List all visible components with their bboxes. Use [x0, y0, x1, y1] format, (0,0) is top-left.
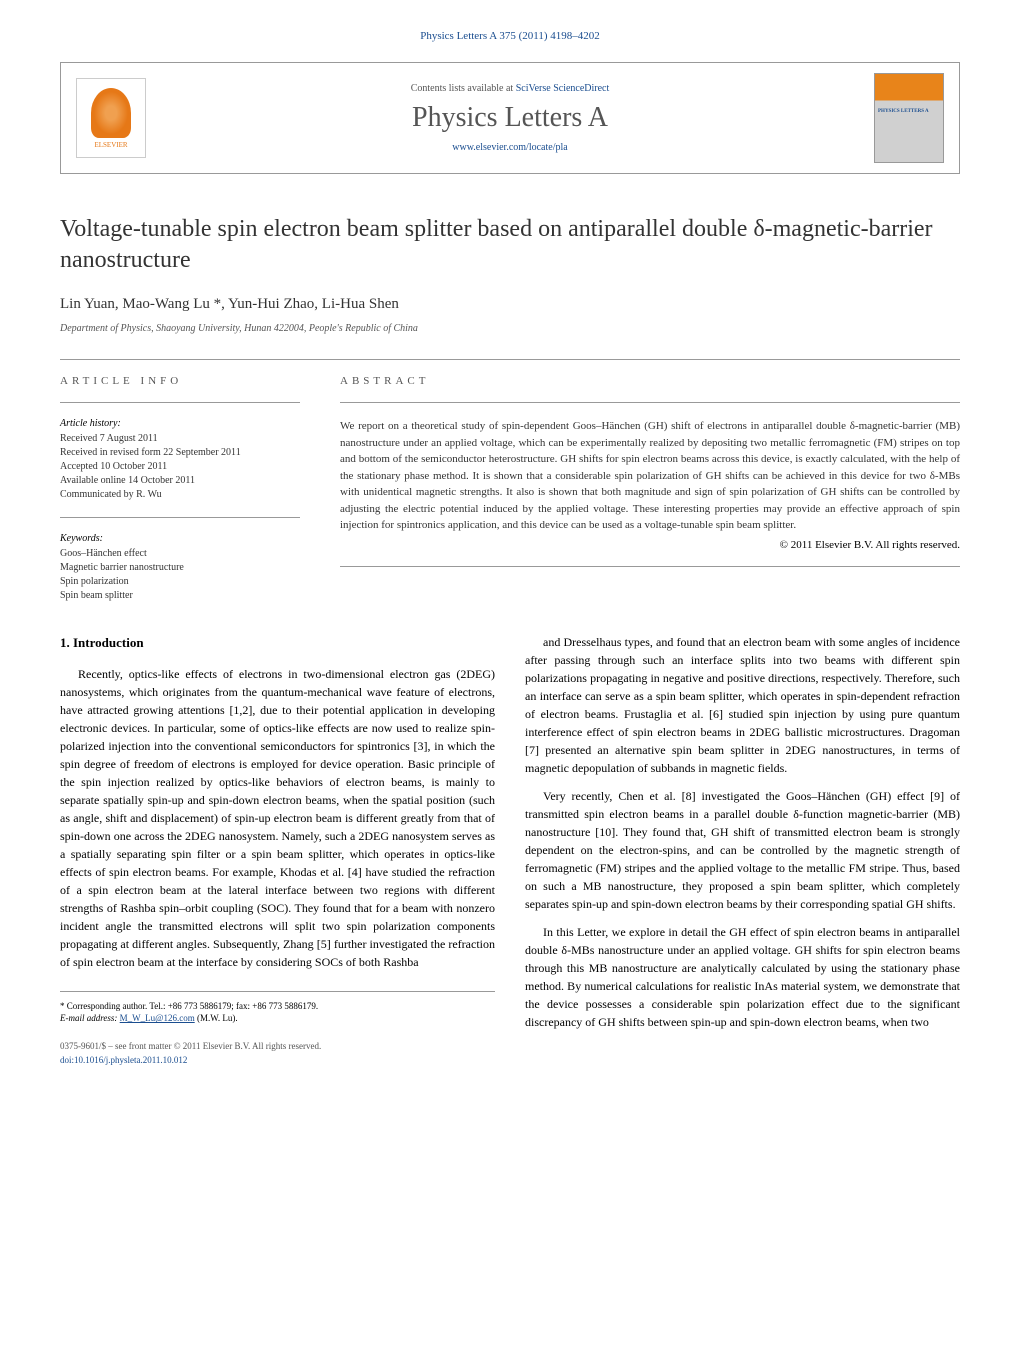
info-abstract-section: ARTICLE INFO Article history: Received 7…: [60, 375, 960, 603]
abstract-text: We report on a theoretical study of spin…: [340, 418, 960, 534]
left-column: 1. Introduction Recently, optics-like ef…: [60, 633, 495, 1067]
publisher-name: ELSEVIER: [94, 141, 127, 149]
divider: [60, 359, 960, 360]
info-divider: [60, 402, 300, 403]
elsevier-tree-icon: [91, 88, 131, 138]
body-columns: 1. Introduction Recently, optics-like ef…: [60, 633, 960, 1067]
section-heading: 1. Introduction: [60, 633, 495, 653]
article-info-column: ARTICLE INFO Article history: Received 7…: [60, 375, 300, 603]
copyright-line: 0375-9601/$ – see front matter © 2011 El…: [60, 1040, 495, 1054]
abstract-heading: ABSTRACT: [340, 375, 960, 387]
authors-list: Lin Yuan, Mao-Wang Lu *, Yun-Hui Zhao, L…: [60, 296, 960, 313]
abstract-divider: [340, 402, 960, 403]
email-link[interactable]: M_W_Lu@126.com: [120, 1013, 195, 1023]
keywords-text: Goos–Hänchen effect Magnetic barrier nan…: [60, 547, 300, 603]
contents-prefix: Contents lists available at: [411, 83, 516, 94]
email-label: E-mail address:: [60, 1013, 120, 1023]
abstract-divider-bottom: [340, 566, 960, 567]
email-suffix: (M.W. Lu).: [195, 1013, 238, 1023]
abstract-column: ABSTRACT We report on a theoretical stud…: [340, 375, 960, 603]
corresponding-author-note: * Corresponding author. Tel.: +86 773 58…: [60, 1000, 495, 1013]
article-title: Voltage-tunable spin electron beam split…: [60, 214, 960, 276]
keywords-label: Keywords:: [60, 533, 300, 544]
body-paragraph: In this Letter, we explore in detail the…: [525, 923, 960, 1031]
journal-reference: Physics Letters A 375 (2011) 4198–4202: [60, 30, 960, 42]
footer-copyright: 0375-9601/$ – see front matter © 2011 El…: [60, 1040, 495, 1067]
sciencedirect-link[interactable]: SciVerse ScienceDirect: [516, 83, 610, 94]
footer-note: * Corresponding author. Tel.: +86 773 58…: [60, 991, 495, 1025]
history-label: Article history:: [60, 418, 300, 429]
doi-link[interactable]: doi:10.1016/j.physleta.2011.10.012: [60, 1054, 495, 1068]
abstract-copyright: © 2011 Elsevier B.V. All rights reserved…: [340, 539, 960, 551]
right-column: and Dresselhaus types, and found that an…: [525, 633, 960, 1067]
info-divider: [60, 517, 300, 518]
journal-name: Physics Letters A: [146, 102, 874, 134]
article-info-heading: ARTICLE INFO: [60, 375, 300, 387]
header-center: Contents lists available at SciVerse Sci…: [146, 83, 874, 153]
journal-cover-thumbnail: [874, 73, 944, 163]
body-paragraph: and Dresselhaus types, and found that an…: [525, 633, 960, 777]
affiliation: Department of Physics, Shaoyang Universi…: [60, 323, 960, 334]
header-box: ELSEVIER Contents lists available at Sci…: [60, 62, 960, 174]
elsevier-logo: ELSEVIER: [76, 78, 146, 158]
body-paragraph: Recently, optics-like effects of electro…: [60, 665, 495, 971]
history-text: Received 7 August 2011 Received in revis…: [60, 432, 300, 502]
contents-list-text: Contents lists available at SciVerse Sci…: [146, 83, 874, 94]
journal-url[interactable]: www.elsevier.com/locate/pla: [146, 142, 874, 153]
body-paragraph: Very recently, Chen et al. [8] investiga…: [525, 787, 960, 913]
section-number: 1.: [60, 635, 70, 650]
section-title: Introduction: [73, 635, 144, 650]
email-line: E-mail address: M_W_Lu@126.com (M.W. Lu)…: [60, 1012, 495, 1025]
